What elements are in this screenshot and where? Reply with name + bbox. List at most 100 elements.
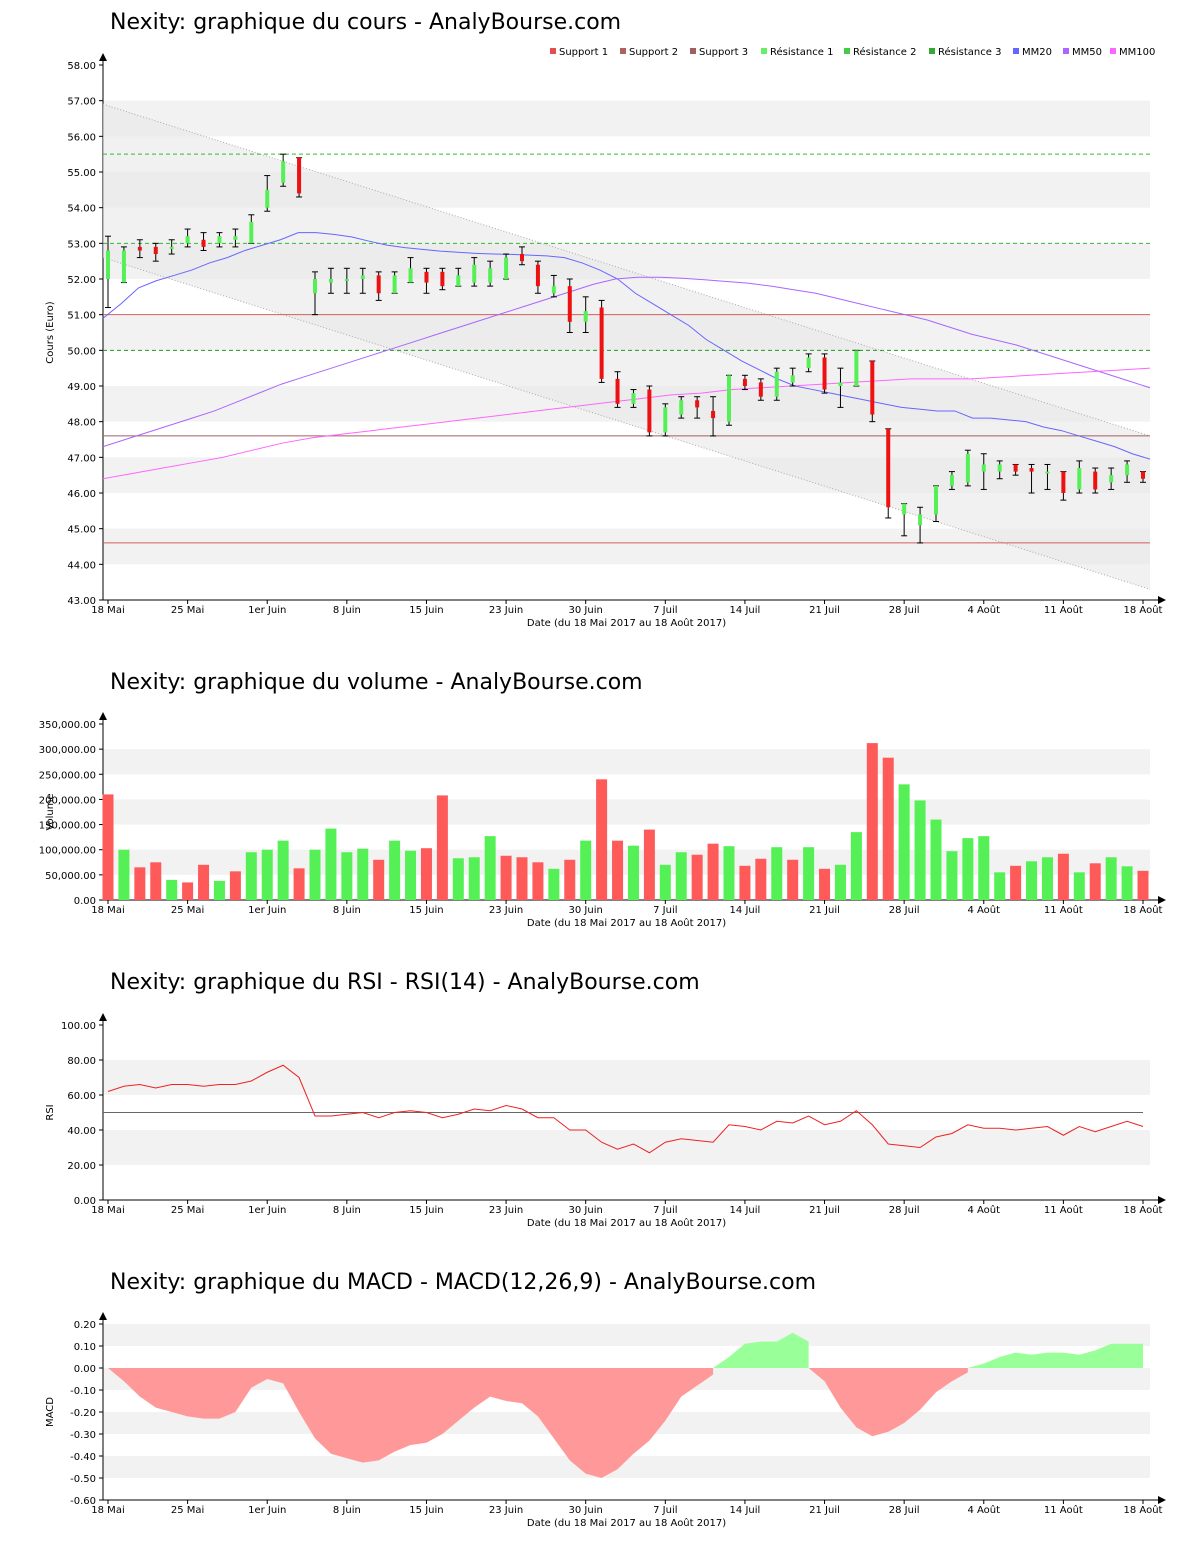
candle-body: [631, 393, 636, 404]
candle-body: [695, 400, 700, 408]
y-tick-label: 50.00: [67, 346, 96, 357]
candle-body: [185, 236, 190, 244]
volume-chart: 0.00 50,000.00 100,000.00 150,000.00 200,000…: [39, 712, 1166, 929]
y-axis-title: RSI: [45, 1104, 56, 1120]
candle-body: [663, 407, 668, 433]
x-tick-label: 18 Mai: [91, 905, 124, 916]
candle-body: [981, 464, 986, 472]
x-tick-label: 4 Août: [967, 904, 1000, 916]
legend-swatch: [550, 48, 556, 54]
volume-bar: [532, 862, 544, 900]
grid-band: [103, 528, 1150, 565]
x-tick-label: 21 Juil: [809, 905, 840, 916]
volume-bar: [930, 819, 942, 900]
candle-body: [121, 250, 126, 283]
rsi-chart: 0.00 20.00 40.00 60.00 80.00 100.00 18 Mai 25 M…: [45, 1013, 1166, 1229]
candle-body: [806, 357, 811, 369]
y-tick-label: 350,000.00: [39, 720, 96, 731]
y-tick-label: 57.00: [67, 97, 96, 108]
candle-body: [1045, 471, 1050, 474]
volume-bar: [803, 847, 815, 900]
x-tick-label: 18 Mai: [91, 605, 124, 616]
volume-bar: [1010, 865, 1022, 900]
candle-body: [902, 503, 907, 515]
trend-line-lower: [102, 257, 1151, 590]
x-tick-label: 23 Juin: [489, 1205, 523, 1216]
x-tick-label: 21 Juil: [809, 1505, 840, 1516]
x-tick-label: 21 Juil: [809, 1205, 840, 1216]
rsi-line: [107, 1064, 1144, 1154]
volume-bar: [516, 857, 528, 900]
volume-bar: [118, 849, 130, 900]
volume-bar: [198, 864, 210, 900]
y-tick-label: 40.00: [67, 1126, 96, 1137]
volume-bar: [898, 784, 910, 900]
y-tick-label: 46.00: [67, 489, 96, 500]
y-tick-label: 0.00: [74, 1196, 96, 1207]
candle-body: [615, 378, 620, 404]
candle-body: [281, 161, 286, 183]
volume-bar: [627, 845, 639, 900]
volume-bar: [436, 795, 448, 900]
volume-bar: [994, 872, 1006, 900]
candle-body: [233, 236, 238, 240]
candle-body: [313, 279, 317, 294]
candle-body: [1013, 464, 1018, 472]
candle-body: [870, 361, 875, 415]
x-tick-label: 7 Juil: [653, 905, 677, 916]
y-tick-label: 0.20: [74, 1320, 96, 1331]
candle-body: [376, 275, 381, 294]
candle-body: [488, 268, 493, 283]
volume-chart-title: Nexity: graphique du volume - AnalyBours…: [110, 670, 643, 695]
x-tick-label: 23 Juin: [489, 905, 523, 916]
y-tick-label: 0.00: [74, 896, 96, 907]
volume-bar: [245, 852, 257, 900]
candle-body: [567, 286, 572, 322]
y-tick-label: 56.00: [67, 132, 96, 143]
grid-band: [103, 799, 1150, 825]
x-tick-label: 28 Juil: [889, 1505, 920, 1516]
candle-body: [679, 400, 684, 415]
y-tick-label: 20.00: [67, 1161, 96, 1172]
legend-swatch: [620, 48, 626, 54]
candle-body: [758, 382, 763, 397]
volume-bar: [213, 880, 225, 900]
candle-body: [297, 157, 302, 194]
y-tick-label: 150,000.00: [39, 821, 96, 832]
candle-body: [583, 311, 588, 322]
x-tick-label: 14 Juil: [730, 1205, 761, 1216]
grid-band: [103, 749, 1150, 775]
macd-area-positive: [713, 1332, 809, 1368]
grid-band: [103, 849, 1150, 875]
y-tick-label: -0.30: [70, 1430, 96, 1441]
volume-bar: [1137, 870, 1149, 900]
x-tick-label: 30 Juin: [569, 605, 603, 616]
y-tick-label: 55.00: [67, 168, 96, 179]
legend-label: MM100: [1119, 47, 1155, 58]
x-tick-label: 21 Juil: [809, 605, 840, 616]
ma-line-mm20: [102, 232, 1151, 460]
legend-swatch: [1063, 48, 1069, 54]
x-tick-label: 14 Juil: [730, 1505, 761, 1516]
x-tick-label: 18 Août: [1124, 1504, 1163, 1516]
x-tick-label: 15 Juin: [409, 905, 443, 916]
trend-line-upper: [102, 103, 1151, 437]
volume-bar: [229, 871, 241, 900]
legend-label: Support 3: [699, 47, 748, 58]
volume-bar: [1026, 861, 1038, 900]
y-tick-label: 52.00: [67, 275, 96, 286]
x-tick-label: 18 Août: [1124, 604, 1163, 616]
candle-body: [153, 246, 158, 255]
y-tick-label: 48.00: [67, 418, 96, 429]
candle-body: [169, 246, 174, 249]
y-tick-label: 0.00: [74, 1364, 96, 1375]
y-tick-label: 49.00: [67, 382, 96, 393]
y-axis-arrow: [99, 1312, 107, 1320]
volume-bar: [1073, 872, 1085, 900]
x-axis-arrow: [1158, 1196, 1166, 1204]
volume-bar: [373, 859, 385, 900]
volume-bar: [723, 846, 735, 900]
y-tick-label: 100,000.00: [39, 846, 96, 857]
candle-body: [424, 271, 429, 283]
volume-bar: [739, 865, 751, 900]
